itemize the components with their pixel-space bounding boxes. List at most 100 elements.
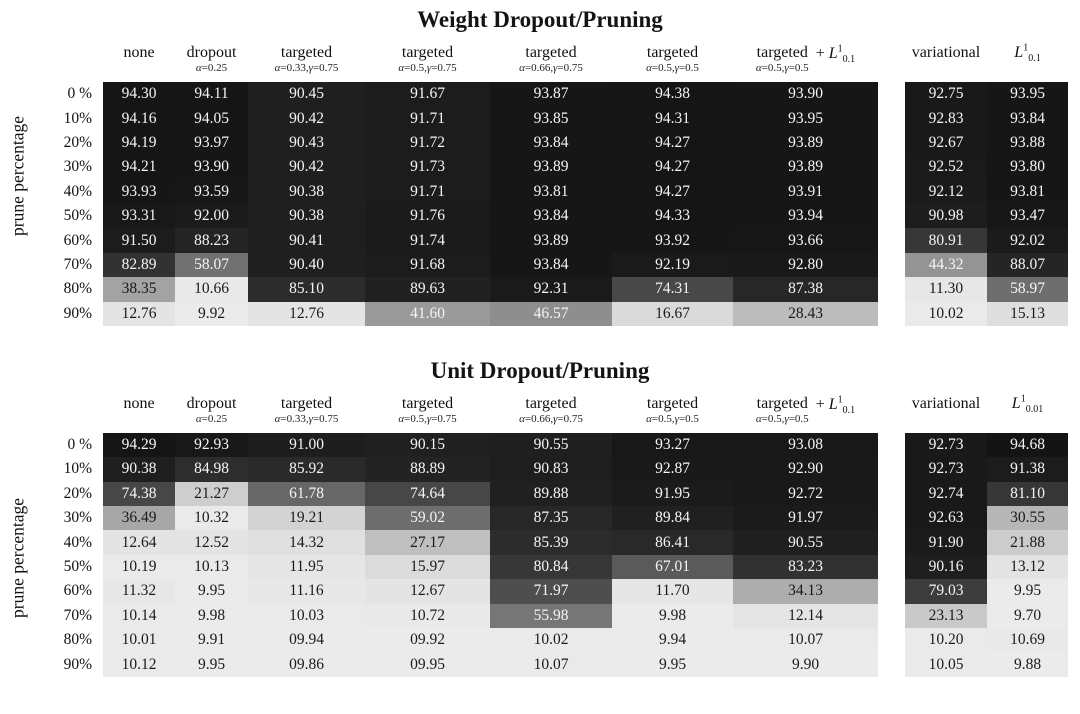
heatmap-cell: 12.64 <box>103 530 175 555</box>
heatmap-cell: 93.27 <box>612 432 733 458</box>
heatmap-cell: 93.89 <box>733 155 878 180</box>
heatmap-cell: 15.13 <box>987 301 1068 326</box>
heatmap-cell: 93.93 <box>103 179 175 204</box>
block-gap <box>878 155 905 180</box>
block-gap <box>878 579 905 604</box>
heatmap-cell: 10.02 <box>490 628 612 653</box>
heatmap-cell: 74.31 <box>612 277 733 302</box>
row-label: 90% <box>0 301 103 326</box>
heatmap-cell: 93.89 <box>490 228 612 253</box>
heatmap-cell: 94.05 <box>175 106 248 131</box>
column-header-param: α=0.5,γ=0.75 <box>398 62 457 74</box>
heatmap-cell: 92.74 <box>905 481 987 507</box>
heatmap-cell: 9.91 <box>175 628 248 653</box>
column-header-label: targeted <box>646 394 699 412</box>
heatmap-cell: 90.16 <box>905 554 987 580</box>
heatmap-cell: 90.40 <box>248 252 365 278</box>
heatmap-cell: 10.05 <box>905 652 987 677</box>
heatmap-cell: 09.94 <box>248 628 365 653</box>
column-header-baselines-1: L10.1 <box>987 41 1068 64</box>
heatmap-cell: 91.73 <box>365 155 490 180</box>
column-header-label: targeted <box>401 394 454 412</box>
heatmap-cell: 89.84 <box>612 506 733 531</box>
heatmap-cell: 9.70 <box>987 603 1068 629</box>
unit-pruning-heatmap: Unit Dropout/Pruning none dropout α=0.25 tar… <box>0 357 1080 677</box>
row-label: 0 % <box>0 82 103 107</box>
table-row: 40% 12.64 12.52 14.32 27.17 85.39 86.41 90.55 91… <box>0 530 1080 555</box>
heatmap-cell: 94.33 <box>612 203 733 229</box>
heatmap-cell: 10.03 <box>248 603 365 629</box>
table-row: 30% 36.49 10.32 19.21 59.02 87.35 89.84 91.97 92… <box>0 506 1080 531</box>
heatmap-cell: 93.95 <box>733 106 878 131</box>
column-header-stack: targeted α=0.66,γ=0.75 <box>519 44 583 74</box>
column-header-stack: none <box>123 395 154 413</box>
column-header-methods-1: dropout α=0.25 <box>175 41 248 74</box>
heatmap-cell: 14.32 <box>248 530 365 555</box>
heatmap-cell: 89.88 <box>490 481 612 507</box>
column-header-stack: targeted α=0.5,γ=0.5 <box>646 395 699 425</box>
block-gap <box>878 228 905 253</box>
heatmap-cell: 83.23 <box>733 554 878 580</box>
column-header-baselines-1: L10.01 <box>987 392 1068 415</box>
row-label: 30% <box>0 155 103 180</box>
column-header-stack: dropout α=0.25 <box>187 395 237 425</box>
heatmap-cell: 93.84 <box>490 130 612 156</box>
heatmap-cell: 86.41 <box>612 530 733 555</box>
heatmap-cell: 19.21 <box>248 506 365 531</box>
column-header-methods-3: targeted α=0.5,γ=0.75 <box>365 41 490 74</box>
table-row: 10% 90.38 84.98 85.92 88.89 90.83 92.87 92.90 92… <box>0 457 1080 482</box>
column-header-methods-3: targeted α=0.5,γ=0.75 <box>365 392 490 425</box>
heatmap-cell: 09.95 <box>365 652 490 677</box>
heatmap-cell: 93.87 <box>490 82 612 107</box>
heatmap-cell: 93.95 <box>987 82 1068 107</box>
heatmap-cell: 90.43 <box>248 130 365 156</box>
heatmap-cell: 90.42 <box>248 155 365 180</box>
heatmap-cell: 93.66 <box>733 228 878 253</box>
block-gap <box>878 130 905 156</box>
column-header-stack: targeted α=0.5,γ=0.5 <box>646 44 699 74</box>
heatmap-cell: 93.97 <box>175 130 248 156</box>
column-header-methods-2: targeted α=0.33,γ=0.75 <box>248 41 365 74</box>
heatmap-cell: 10.07 <box>733 628 878 653</box>
heatmap-cell: 90.45 <box>248 82 365 107</box>
heatmap-cell: 11.95 <box>248 554 365 580</box>
column-header-param: α=0.5,γ=0.5 <box>755 412 809 425</box>
column-header-label: targeted <box>756 44 808 61</box>
heatmap-cell: 9.95 <box>175 652 248 677</box>
block-gap <box>878 179 905 204</box>
column-header-stack: targeted α=0.5,γ=0.75 <box>398 44 456 74</box>
heatmap-cell: 09.92 <box>365 628 490 653</box>
heatmap-grid: none dropout α=0.25 targeted α=0.33,γ=0.75 ta… <box>0 41 1080 326</box>
heatmap-cell: 88.89 <box>365 457 490 482</box>
heatmap-cell: 91.00 <box>248 432 365 458</box>
header-row: none dropout α=0.25 targeted α=0.33,γ=0.75 ta… <box>0 41 1080 82</box>
table-row: 80% 10.01 9.91 09.94 09.92 10.02 9.94 10.07 10.2… <box>0 628 1080 653</box>
block-gap <box>878 603 905 629</box>
heatmap-cell: 27.17 <box>365 530 490 555</box>
column-header-param: α=0.33,γ=0.75 <box>274 62 339 74</box>
heatmap-cell: 91.71 <box>365 106 490 131</box>
block-gap <box>878 106 905 131</box>
heatmap-cell: 11.70 <box>612 579 733 604</box>
column-header-baselines-0: variational <box>905 392 987 413</box>
column-header-param: α=0.5,γ=0.75 <box>398 412 457 425</box>
heatmap-cell: 10.19 <box>103 554 175 580</box>
heatmap-cell: 34.13 <box>733 579 878 604</box>
heatmap-cell: 9.92 <box>175 301 248 326</box>
column-header-param: α=0.25 <box>195 412 228 425</box>
heatmap-body: 0 % 94.29 92.93 91.00 90.15 90.55 93.27 93.08 92… <box>0 432 1080 677</box>
block-gap <box>878 432 905 458</box>
heatmap-cell: 93.84 <box>490 203 612 229</box>
table-row: 90% 12.76 9.92 12.76 41.60 46.57 16.67 28.43 10.… <box>0 301 1080 326</box>
row-label: 70% <box>0 252 103 278</box>
table-row: 0 % 94.30 94.11 90.45 91.67 93.87 94.38 93.90 92… <box>0 82 1080 107</box>
heatmap-cell: 92.72 <box>733 481 878 507</box>
heatmap-cell: 91.97 <box>733 506 878 531</box>
column-header-methods-6: targeted α=0.5,γ=0.5 + L10.1 <box>733 41 878 74</box>
heatmap-cell: 90.83 <box>490 457 612 482</box>
column-header-label: targeted <box>646 44 699 61</box>
row-label: 0 % <box>0 432 103 458</box>
heatmap-cell: 93.81 <box>987 179 1068 204</box>
y-axis-label: prune percentage <box>7 116 28 236</box>
heatmap-cell: 92.90 <box>733 457 878 482</box>
